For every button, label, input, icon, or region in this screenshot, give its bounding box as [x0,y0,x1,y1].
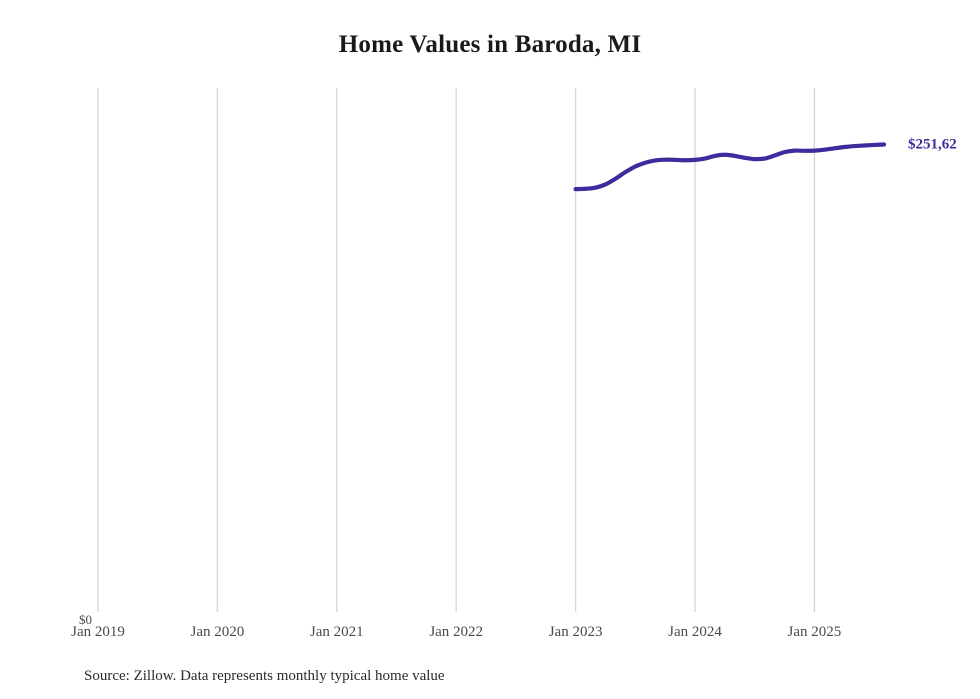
gridline-group [97,88,816,612]
x-axis-tick-label: Jan 2019 [71,624,125,640]
x-axis-tick-label: Jan 2021 [309,624,364,640]
x-axis-tick-label: Jan 2025 [787,624,842,640]
x-axis-tick-label: Jan 2020 [190,624,245,640]
y-axis-tick-label: $0 [79,612,92,627]
x-axis-tick-label: Jan 2023 [548,624,603,640]
series-line [573,142,887,192]
chart-title: Home Values in Baroda, MI [338,31,642,58]
x-axis-tick-label: Jan 2022 [429,624,484,640]
series-group [573,142,887,192]
x-axis-tick-label: Jan 2024 [668,624,722,640]
source-footnote: Source: Zillow. Data represents monthly … [84,668,445,684]
series-end-value-label: $251,62 [908,136,957,153]
